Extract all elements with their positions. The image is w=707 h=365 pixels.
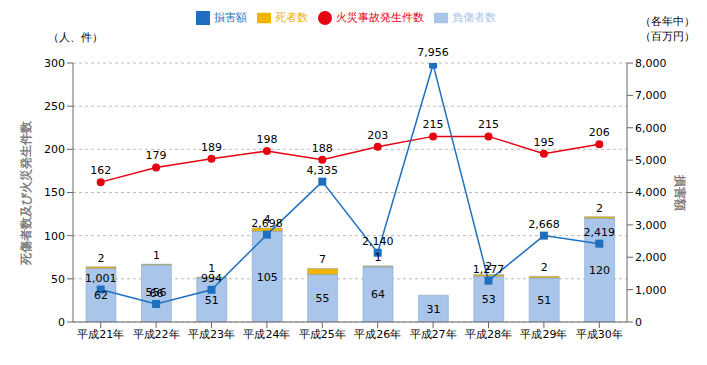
svg-text:2: 2 — [541, 261, 548, 274]
svg-text:2,419: 2,419 — [584, 226, 616, 239]
svg-text:300: 300 — [44, 57, 65, 70]
svg-text:平成29年: 平成29年 — [520, 328, 567, 341]
svg-text:7,000: 7,000 — [635, 89, 667, 102]
html-text:火災事故発生件数: 火災事故発生件数 — [336, 11, 424, 24]
svg-text:150: 150 — [44, 186, 65, 199]
html-text:（百万円）: （百万円） — [640, 30, 695, 43]
svg-text:556: 556 — [146, 286, 167, 299]
svg-text:平成23年: 平成23年 — [188, 328, 235, 341]
svg-text:1: 1 — [153, 249, 160, 262]
svg-text:0: 0 — [58, 316, 65, 329]
html-text:死者数: 死者数 — [275, 11, 308, 24]
svg-text:195: 195 — [533, 136, 554, 149]
svg-text:6,000: 6,000 — [635, 122, 667, 135]
svg-text:215: 215 — [478, 118, 499, 131]
svg-text:1,001: 1,001 — [85, 272, 117, 285]
svg-text:2,668: 2,668 — [528, 218, 560, 231]
svg-text:206: 206 — [589, 126, 610, 139]
svg-text:平成26年: 平成26年 — [354, 328, 401, 341]
svg-text:105: 105 — [257, 271, 278, 284]
svg-text:0: 0 — [635, 316, 642, 329]
svg-text:死傷者数及び火災発生件数: 死傷者数及び火災発生件数 — [19, 120, 33, 266]
html-text:損害額: 損害額 — [214, 11, 247, 24]
svg-text:7,956: 7,956 — [417, 46, 449, 59]
html-text:（各年中）: （各年中） — [640, 15, 695, 28]
svg-text:51: 51 — [205, 294, 219, 307]
svg-text:2,698: 2,698 — [251, 217, 283, 230]
svg-text:31: 31 — [426, 303, 440, 316]
svg-text:994: 994 — [201, 272, 222, 285]
svg-text:55: 55 — [316, 292, 330, 305]
svg-text:平成21年: 平成21年 — [77, 328, 124, 341]
svg-text:7: 7 — [319, 253, 326, 266]
svg-text:8,000: 8,000 — [635, 57, 667, 70]
svg-text:平成22年: 平成22年 — [133, 328, 180, 341]
svg-text:4,335: 4,335 — [307, 164, 339, 177]
svg-text:5,000: 5,000 — [635, 154, 667, 167]
svg-text:250: 250 — [44, 100, 65, 113]
svg-text:188: 188 — [312, 142, 333, 155]
html-text:（人、件）: （人、件） — [48, 31, 103, 44]
svg-text:1,277: 1,277 — [473, 263, 505, 276]
svg-text:50: 50 — [51, 273, 65, 286]
svg-text:53: 53 — [482, 293, 496, 306]
svg-text:1: 1 — [208, 262, 216, 276]
svg-text:1,000: 1,000 — [635, 284, 667, 297]
svg-text:51: 51 — [537, 294, 551, 307]
svg-text:2: 2 — [98, 252, 105, 265]
svg-text:62: 62 — [94, 289, 108, 302]
svg-text:215: 215 — [423, 118, 444, 131]
svg-text:損害額: 損害額 — [673, 174, 687, 211]
svg-text:189: 189 — [201, 141, 222, 154]
svg-text:平成25年: 平成25年 — [299, 328, 346, 341]
svg-text:64: 64 — [371, 288, 385, 301]
svg-text:平成30年: 平成30年 — [576, 328, 623, 341]
svg-text:平成27年: 平成27年 — [410, 328, 457, 341]
html-text:負傷者数: 負傷者数 — [452, 11, 496, 24]
svg-text:平成28年: 平成28年 — [465, 328, 512, 341]
svg-text:2: 2 — [596, 202, 603, 215]
svg-text:2,000: 2,000 — [635, 251, 667, 264]
svg-text:200: 200 — [44, 143, 65, 156]
svg-text:203: 203 — [367, 129, 388, 142]
svg-text:120: 120 — [589, 264, 610, 277]
svg-text:2,140: 2,140 — [362, 235, 394, 248]
svg-text:162: 162 — [90, 164, 111, 177]
svg-text:3,000: 3,000 — [635, 219, 667, 232]
svg-text:1: 1 — [375, 251, 382, 264]
svg-text:平成24年: 平成24年 — [243, 328, 290, 341]
svg-text:100: 100 — [44, 230, 65, 243]
svg-text:198: 198 — [256, 133, 277, 146]
svg-text:4,000: 4,000 — [635, 186, 667, 199]
svg-text:179: 179 — [146, 149, 167, 162]
